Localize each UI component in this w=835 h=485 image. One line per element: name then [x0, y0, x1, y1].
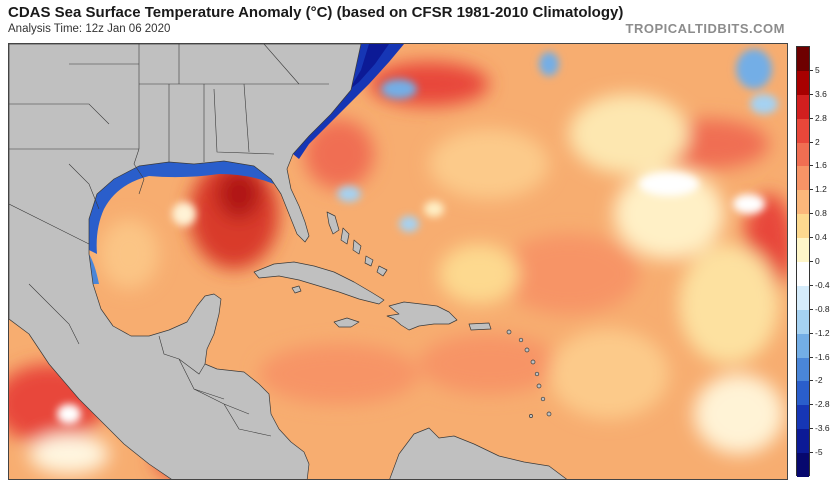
colorbar-segment: [797, 190, 809, 215]
colorbar-tick: [810, 308, 813, 310]
colorbar-tick: [810, 213, 813, 215]
sst-anomaly-map: [8, 43, 788, 480]
colorbar-tick: [810, 404, 813, 406]
colorbar-segment: [797, 94, 809, 120]
colorbar-segment: [797, 285, 809, 311]
colorbar-segment: [797, 429, 809, 454]
colorbar-tick: [810, 189, 813, 191]
cuba-land: [253, 261, 385, 305]
colorbar-tick: [810, 332, 813, 334]
colorbar-tick: [810, 261, 813, 262]
colorbar-tick-label: 0: [815, 256, 820, 266]
colorbar-segment: [797, 70, 809, 96]
colorbar-tick-label: 0.8: [815, 208, 827, 219]
colorbar-tick-label: -3.6: [815, 423, 830, 434]
colorbar-tick-label: 2: [815, 136, 820, 147]
political-borders: [9, 44, 329, 437]
colorbar-tick: [810, 380, 813, 382]
colorbar-tick-label: 2.8: [815, 112, 827, 123]
colorbar-tick: [810, 237, 813, 239]
colorbar-tick-label: -0.4: [815, 279, 830, 290]
colorbar-tick-label: -1.2: [815, 327, 830, 338]
colorbar: [796, 46, 810, 478]
colorbar-tick-label: 3.6: [815, 88, 827, 99]
colorbar-segment: [797, 381, 809, 406]
colorbar-segment: [797, 309, 809, 335]
colorbar-segment: [797, 142, 809, 167]
colorbar-segment: [797, 405, 809, 430]
colorbar-segment: [797, 262, 809, 287]
jamaica-land: [333, 317, 360, 328]
colorbar-segment: [797, 118, 809, 144]
colorbar-segment: [797, 238, 809, 263]
colorbar-tick-label: 0.4: [815, 232, 827, 243]
colorbar-segment: [797, 453, 809, 478]
colorbar-tick: [810, 165, 813, 167]
colorbar-tick: [810, 117, 813, 119]
colorbar-tick-label: -0.8: [815, 303, 830, 314]
lesser-antilles: [506, 329, 552, 418]
colorbar-tick-label: -1.6: [815, 351, 830, 362]
colorbar-segment: [797, 357, 809, 382]
colorbar-tick: [810, 93, 813, 95]
colorbar-tick-label: -5: [815, 447, 823, 458]
colorbar-tick: [810, 69, 813, 71]
colorbar-tick: [810, 428, 813, 430]
colorbar-tick: [810, 284, 813, 286]
hispaniola-land: [386, 301, 458, 331]
colorbar-tick-label: -2: [815, 375, 823, 386]
puerto-rico-land: [468, 322, 492, 331]
colorbar-tick-label: 1.2: [815, 184, 827, 195]
colorbar-tick-label: -2.8: [815, 399, 830, 410]
south-america-land: [389, 427, 567, 479]
colorbar-segment: [797, 333, 809, 359]
colorbar-tick: [810, 356, 813, 358]
bahamas-islands: [326, 211, 388, 277]
map-title: CDAS Sea Surface Temperature Anomaly (°C…: [8, 4, 624, 21]
colorbar-tick: [810, 141, 813, 143]
colorbar-tick: [810, 452, 813, 454]
colorbar-segment: [797, 214, 809, 239]
north-america-land: [9, 44, 362, 479]
site-credit: TROPICALTIDBITS.COM: [625, 21, 785, 36]
colorbar-segment: [797, 47, 809, 72]
colorbar-tick-label: 1.6: [815, 160, 827, 171]
land-masses: [9, 44, 567, 479]
analysis-time: Analysis Time: 12z Jan 06 2020: [8, 23, 171, 35]
colorbar-tick-label: 5: [815, 64, 820, 75]
colorbar-segment: [797, 166, 809, 191]
